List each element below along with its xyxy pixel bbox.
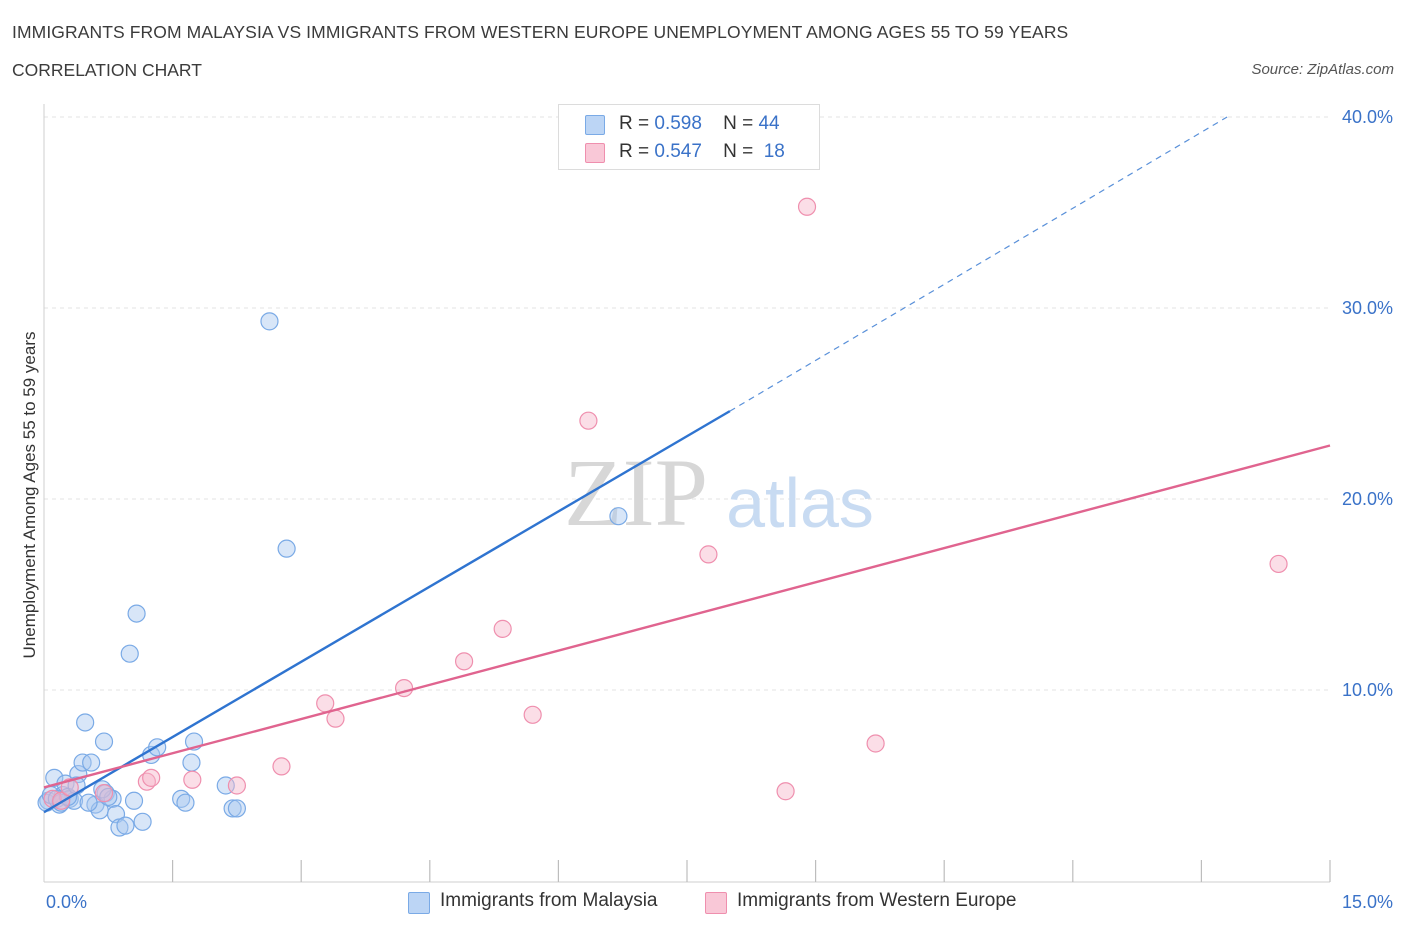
correlation-legend: R = 0.598 N = 44 R = 0.547 N = 18 [558, 104, 820, 170]
legend-swatch-malaysia [585, 115, 605, 135]
grid-lines [44, 116, 1332, 691]
data-point-malaysia [124, 791, 144, 810]
bottom-legend-label-western-europe: Immigrants from Western Europe [737, 890, 1017, 911]
data-point-malaysia [182, 753, 201, 772]
data-point-malaysia [133, 812, 152, 831]
data-point-malaysia [76, 713, 95, 732]
legend-r-value-malaysia: 0.598 [654, 113, 702, 134]
data-point-western-europe [183, 770, 202, 789]
bottom-legend-swatch-western-europe [705, 892, 727, 914]
data-point-western-europe [272, 757, 291, 776]
data-point-malaysia [277, 539, 296, 558]
data-point-malaysia [260, 312, 279, 331]
legend-r-value-western-europe: 0.547 [654, 141, 702, 162]
legend-n-label: N = [723, 113, 754, 134]
y-tick-label: 20.0% [1342, 489, 1393, 509]
trend-lines [43, 116, 1331, 814]
data-point-western-europe [316, 694, 335, 713]
chart-subtitle: CORRELATION CHART [12, 60, 202, 80]
series-malaysia-points [37, 312, 628, 837]
watermark-atlas: atlas [726, 464, 874, 542]
data-point-western-europe [493, 619, 512, 638]
legend-n-value-malaysia: 44 [758, 113, 780, 134]
y-axis-label: Unemployment Among Ages 55 to 59 years [20, 332, 39, 659]
legend-r-label: R = [619, 141, 650, 162]
data-point-malaysia [79, 793, 98, 812]
tick-labels: 10.0% 20.0% 30.0% 40.0% 0.0% 15.0% [46, 107, 1393, 912]
data-point-malaysia [127, 604, 146, 623]
data-point-western-europe [94, 784, 114, 803]
data-point-western-europe [523, 705, 542, 724]
trend-line-western-europe [43, 444, 1331, 789]
chart-title: IMMIGRANTS FROM MALAYSIA VS IMMIGRANTS F… [12, 22, 1069, 42]
legend-r-label: R = [619, 113, 650, 134]
data-point-malaysia [609, 507, 628, 526]
data-point-malaysia [176, 793, 195, 812]
axes [43, 104, 1331, 883]
watermark-zip: ZIP [564, 439, 708, 546]
data-point-western-europe [579, 411, 598, 430]
legend-swatch-western-europe [585, 143, 605, 163]
x-tick-label: 15.0% [1342, 892, 1393, 912]
data-point-western-europe [866, 734, 885, 753]
data-point-malaysia [120, 644, 139, 663]
trend-line-malaysia-extension [729, 116, 1228, 412]
watermark: ZIP atlas [564, 439, 874, 546]
data-point-malaysia [116, 816, 135, 835]
legend-n-value-western-europe: 18 [763, 141, 785, 162]
data-point-malaysia [45, 768, 64, 787]
bottom-legend-label-malaysia: Immigrants from Malaysia [440, 890, 658, 911]
source-credit: Source: ZipAtlas.com [1251, 61, 1394, 78]
y-tick-label: 40.0% [1342, 107, 1393, 127]
y-tick-label: 10.0% [1342, 680, 1393, 700]
trend-line-malaysia [43, 410, 731, 814]
data-point-western-europe [797, 197, 817, 216]
bottom-legend-swatch-malaysia [408, 892, 430, 914]
series-western-europe-points [43, 197, 1288, 810]
data-point-western-europe [142, 768, 161, 787]
data-point-malaysia [94, 732, 114, 751]
data-point-western-europe [699, 545, 718, 564]
x-tick-label: 0.0% [46, 892, 87, 912]
data-point-malaysia [227, 799, 246, 818]
data-point-western-europe [227, 776, 246, 795]
data-point-malaysia [82, 753, 101, 772]
data-point-malaysia [223, 799, 242, 818]
legend-n-label: N = [723, 141, 754, 162]
data-point-western-europe [454, 652, 474, 671]
y-tick-label: 30.0% [1342, 298, 1393, 318]
data-point-western-europe [776, 782, 795, 801]
data-point-western-europe [1269, 554, 1288, 574]
